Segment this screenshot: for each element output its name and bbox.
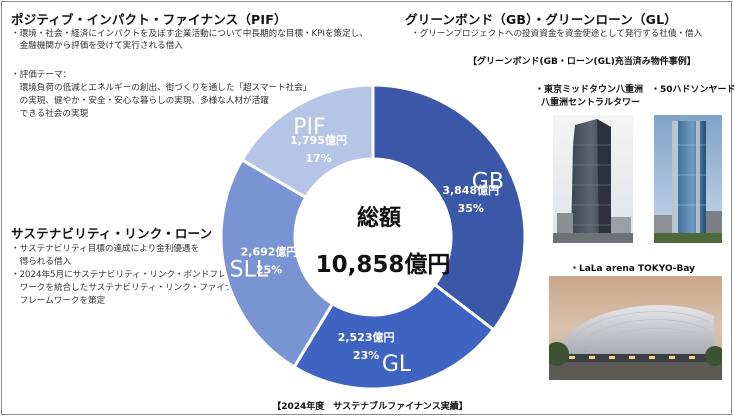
center-value: 10,858億円 xyxy=(316,251,451,278)
slice-percent-gb: 35% xyxy=(458,202,484,215)
example-2-label: ・50ハドソンヤード xyxy=(651,85,735,95)
donut-hole xyxy=(295,159,451,315)
sll-line-3: ・2024年5月にサステナビリティ・リンク・ボンドフレーム xyxy=(11,270,244,280)
pif-line-4: 環境負荷の低減とエネルギーの創出、街づくりを通した「超スマート社会」 xyxy=(11,83,312,93)
slice-value-gb: 3,848億円 xyxy=(442,183,499,197)
sll-line-2: 得られる借入 xyxy=(11,257,72,267)
slice-percent-gl: 23% xyxy=(353,349,379,362)
examples-header: 【グリーンボンド(GB・ローン(GL)充当済み物件事例】 xyxy=(468,57,696,67)
sll-title: サステナビリティ・リンク・ローン（SLL） xyxy=(11,226,264,241)
slice-value-gl: 2,523億円 xyxy=(338,330,395,344)
slice-percent-pif: 17% xyxy=(305,152,331,165)
slice-percent-sll: 25% xyxy=(256,264,282,277)
slice-name-gl: GL xyxy=(382,352,412,377)
slice-name-pif: PIF xyxy=(293,115,325,140)
pif-line-3: ・評価テーマ： xyxy=(11,70,72,80)
hudson-yards-photo xyxy=(654,115,722,243)
slice-value-pif: 1,795億円 xyxy=(290,133,347,147)
pif-line-1: ・環境・社会・経済にインパクトを及ぼす企業活動について中長期的な目標・KPIを策… xyxy=(11,29,368,39)
gb-title: グリーンボンド（GB）・グリーンローン（GL） xyxy=(405,12,677,27)
sll-line-5: フレームワークを策定 xyxy=(11,296,106,306)
sll-line-4: ワークを統合したサステナビリティ・リンク・ファイナンス・ xyxy=(11,283,260,293)
pif-line-5: の実現、健やか・安全・安心な暮らしの実現、多様な人材が活躍 xyxy=(11,96,269,106)
pif-title: ポジティブ・インパクト・ファイナンス（PIF） xyxy=(11,12,287,27)
center-label: 総額 xyxy=(357,205,401,231)
pif-line-2: 金融機関から評価を受けて実行される借入 xyxy=(11,41,183,51)
example-1-label-line-1: ・東京ミッドタウン八重洲 xyxy=(535,85,644,95)
gb-line-1: ・グリーンプロジェクトへの投資資金を資金使途として発行する社債・借入 xyxy=(411,29,703,39)
example-1-label-line-2: 八重洲セントラルタワー xyxy=(541,98,641,108)
footer-caption: 【2024年度 サステナブルファイナンス実績】 xyxy=(272,402,468,412)
sll-line-1: ・サステナビリティ目標の達成により金利優遇を xyxy=(11,244,200,254)
slice-value-sll: 2,692億円 xyxy=(241,245,298,259)
slice-name-gb: GB xyxy=(472,169,504,194)
lala-arena-photo xyxy=(549,276,722,380)
tokyo-midtown-yaesu-photo xyxy=(553,115,633,243)
slice-name-sll: SLL xyxy=(230,257,269,282)
example-3-label: ・LaLa arena TOKYO-Bay xyxy=(570,264,696,274)
pif-line-6: できる社会の実現 xyxy=(11,109,89,119)
